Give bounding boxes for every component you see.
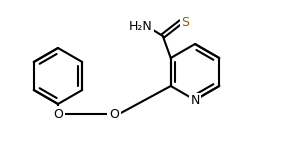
Text: O: O	[109, 107, 119, 120]
Text: N: N	[190, 95, 200, 107]
Text: H₂N: H₂N	[129, 20, 153, 32]
Text: S: S	[181, 15, 189, 29]
Text: O: O	[53, 107, 63, 120]
